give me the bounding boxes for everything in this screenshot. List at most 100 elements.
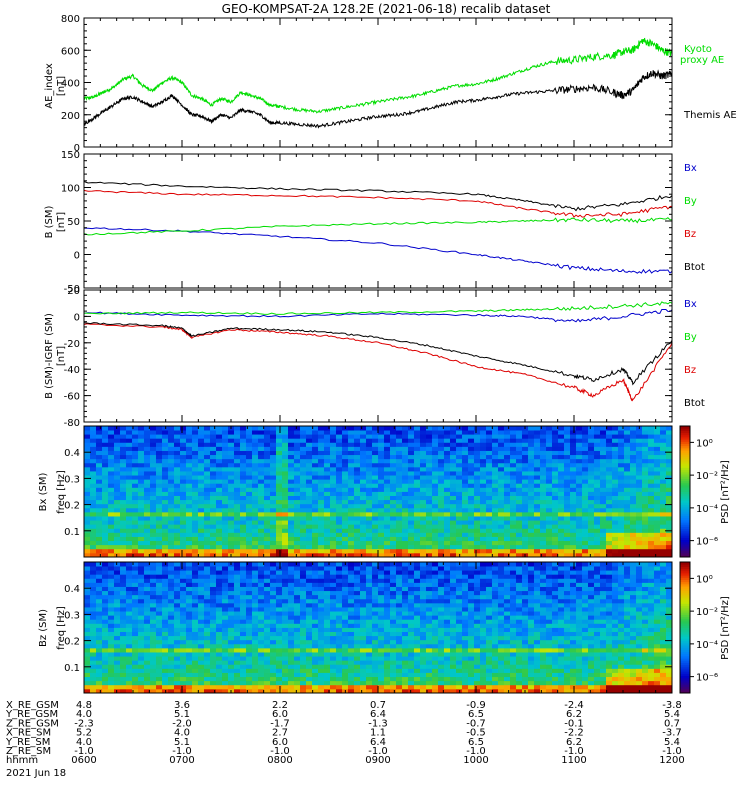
spectrogram-cell	[204, 684, 211, 690]
spectrogram-cell	[636, 475, 643, 480]
spectrogram-cell	[84, 552, 91, 558]
spectrogram-cell	[534, 438, 541, 443]
spectrogram-cell	[192, 499, 199, 505]
spectrogram-cell	[300, 684, 307, 690]
spectrogram-cell	[252, 487, 259, 492]
spectrogram-cell	[306, 615, 313, 620]
spectrogram-cell	[366, 479, 373, 484]
spectrogram-cell	[84, 623, 91, 628]
spectrogram-cell	[180, 426, 187, 431]
spectrogram-cell	[300, 479, 307, 484]
spectrogram-cell	[258, 495, 265, 501]
spectrogram-cell	[618, 544, 625, 550]
spectrogram-cell	[90, 466, 97, 472]
spectrogram-cell	[96, 684, 103, 690]
spectrogram-cell	[414, 434, 421, 439]
spectrogram-cell	[96, 471, 103, 476]
spectrogram-cell	[90, 586, 97, 592]
spectrogram-cell	[450, 499, 457, 505]
spectrogram-cell	[318, 442, 325, 447]
spectrogram-cell	[138, 446, 145, 451]
spectrogram-cell	[120, 672, 127, 678]
spectrogram-cell	[150, 528, 157, 533]
spectrogram-cell	[594, 458, 601, 464]
b-legend-by: By	[684, 196, 697, 207]
spectrogram-cell	[276, 528, 283, 533]
spectrogram-cell	[114, 532, 121, 537]
spectrogram-cell	[156, 684, 163, 690]
spectrogram-cell	[252, 442, 259, 447]
spectrogram-cell	[234, 499, 241, 505]
spectrogram-cell	[222, 660, 229, 665]
spectrogram-cell	[150, 647, 157, 653]
spectrogram-cell	[480, 507, 487, 513]
spectrogram-cell	[186, 483, 193, 488]
spectrogram-cell	[288, 528, 295, 533]
spectrogram-cell	[648, 450, 655, 456]
spectrogram-cell	[384, 540, 391, 546]
spectrogram-cell	[126, 623, 133, 628]
spectrogram-cell	[186, 660, 193, 665]
spectrogram-cell	[318, 680, 325, 686]
spectrogram-cell	[294, 552, 301, 558]
spectrogram-cell	[612, 438, 619, 443]
spectrogram-cell	[588, 454, 595, 460]
spectrogram-cell	[576, 462, 583, 468]
spectrogram-cell	[252, 458, 259, 464]
spectrogram-cell	[174, 450, 181, 456]
spectrogram-cell	[480, 466, 487, 472]
spectrogram-cell	[570, 446, 577, 451]
spectrogram-cell	[174, 635, 181, 641]
spectrogram-cell	[216, 487, 223, 492]
spectrogram-cell	[234, 528, 241, 533]
spectrogram-cell	[126, 552, 133, 558]
spectrogram-cell	[138, 664, 145, 669]
spectrogram-cell	[108, 507, 115, 513]
spectrogram-cell	[522, 511, 529, 517]
spectrogram-cell	[120, 570, 127, 575]
db-yunit: [nT]	[56, 346, 67, 366]
spectrogram-cell	[204, 491, 211, 496]
spectrogram-cell	[366, 499, 373, 505]
spectrogram-cell	[114, 635, 121, 641]
spectrogram-cell	[318, 664, 325, 669]
spectrogram-cell	[642, 544, 649, 550]
spectrogram-cell	[132, 631, 139, 637]
spectrogram-cell	[246, 680, 253, 686]
spectrogram-cell	[270, 672, 277, 678]
spectrogram-cell	[174, 495, 181, 501]
spectrogram-cell	[150, 631, 157, 637]
spectrogram-cell	[198, 458, 205, 464]
spectrogram-cell	[372, 495, 379, 501]
spectrogram-cell	[90, 656, 97, 661]
spectrogram-cell	[546, 471, 553, 476]
spectrogram-cell	[174, 516, 181, 521]
spectrogram-cell	[636, 536, 643, 542]
spectrogram-cell	[198, 688, 205, 694]
spectrogram-cell	[138, 615, 145, 620]
spectrogram-cell	[174, 507, 181, 513]
spectrogram-cell	[96, 438, 103, 443]
spectrogram-cell	[570, 511, 577, 517]
spectrogram-cell	[372, 516, 379, 521]
spectrogram-cell	[234, 602, 241, 608]
spectrogram-cell	[606, 479, 613, 484]
spectrogram-cell	[252, 607, 259, 612]
spectrogram-cell	[120, 631, 127, 637]
spectrogram-cell	[432, 434, 439, 439]
spectrogram-cell	[372, 507, 379, 513]
spectrogram-cell	[552, 442, 559, 447]
spectrogram-cell	[348, 503, 355, 509]
spectrogram-cell	[150, 619, 157, 624]
spectrogram-cell	[198, 544, 205, 550]
spectrogram-cell	[390, 516, 397, 521]
spectrogram-cell	[540, 430, 547, 435]
spectrogram-cell	[312, 562, 319, 567]
spectrogram-cell	[198, 491, 205, 496]
spectrogram-cell	[126, 475, 133, 480]
spectrogram-cell	[294, 611, 301, 616]
spectrogram-cell	[276, 544, 283, 550]
spectrogram-cell	[540, 434, 547, 439]
spectrogram-cell	[270, 532, 277, 537]
spectrogram-cell	[456, 528, 463, 533]
